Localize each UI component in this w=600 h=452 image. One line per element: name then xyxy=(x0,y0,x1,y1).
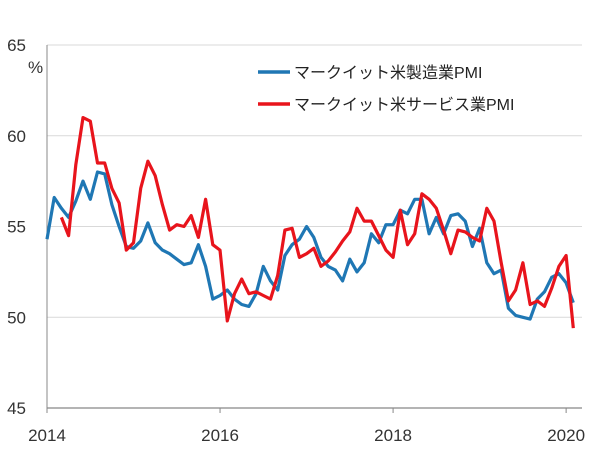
series-line-manufacturing xyxy=(45,170,575,321)
x-tick-label: 2018 xyxy=(374,426,412,445)
y-axis-unit-label: % xyxy=(28,58,43,77)
x-tick-label: 2014 xyxy=(28,426,66,445)
x-tick-label: 2016 xyxy=(201,426,239,445)
legend-label: マークイット米製造業PMI xyxy=(294,64,482,82)
series-line-services xyxy=(59,115,575,329)
x-tick-label: 2020 xyxy=(547,426,585,445)
legend-label: マークイット米サービス業PMI xyxy=(294,96,514,114)
y-tick-label: 65 xyxy=(7,36,26,55)
y-tick-label: 55 xyxy=(7,218,26,237)
y-tick-label: 50 xyxy=(7,308,26,327)
y-tick-label: 45 xyxy=(7,399,26,418)
y-tick-label: 60 xyxy=(7,127,26,146)
